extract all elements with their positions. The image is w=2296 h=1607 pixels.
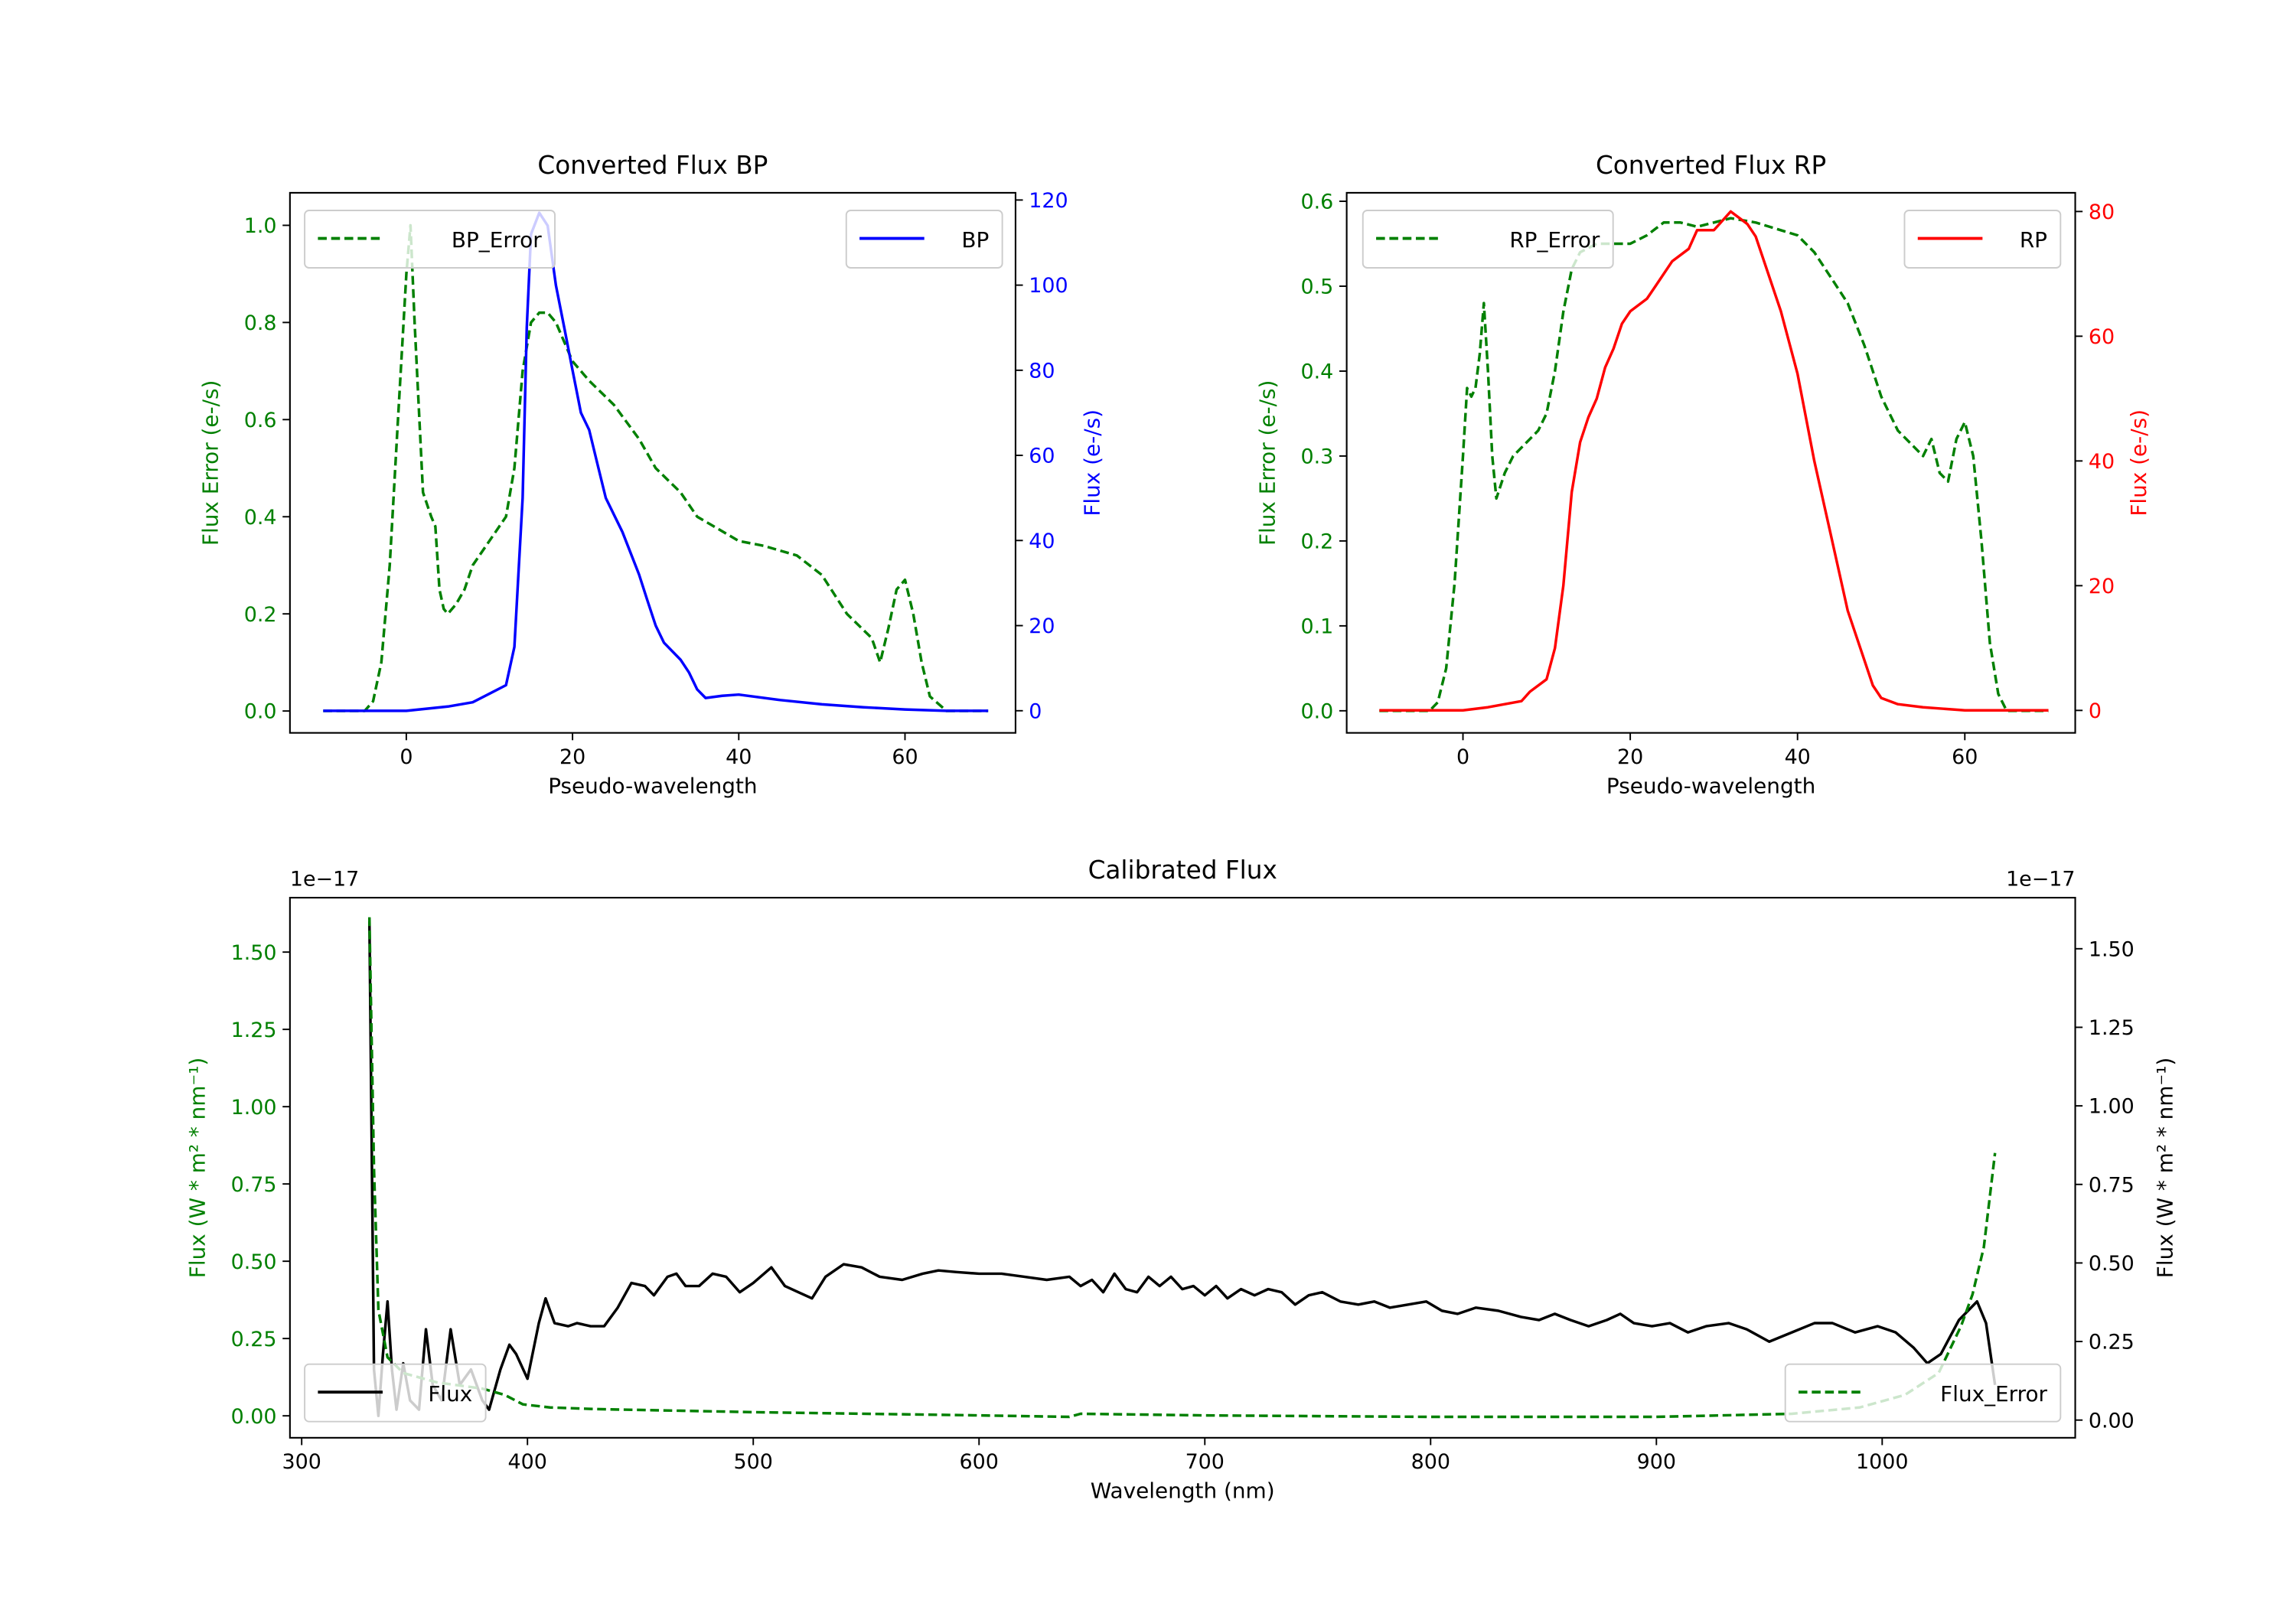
x-tick-label: 0 xyxy=(1456,745,1469,769)
x-tick-label: 40 xyxy=(726,745,752,769)
axes-frame xyxy=(1345,191,2076,734)
x-tick-label: 60 xyxy=(892,745,918,769)
y-right-tick-label: 0.25 xyxy=(2089,1331,2135,1354)
x-tick-label: 800 xyxy=(1411,1450,1450,1474)
y-right-tick-label: 40 xyxy=(1029,530,1055,553)
chart-title: Converted Flux RP xyxy=(1596,151,1826,180)
chart-3: 300 400 500 600 700 800 900 1000 0.00 0.25 0.50 0.7… xyxy=(184,856,2177,1504)
y-left-tick-label: 0.5 xyxy=(1301,275,1334,299)
legend-right[interactable]: Flux_Error xyxy=(1784,1363,2062,1423)
x-tick-label: 500 xyxy=(734,1450,773,1474)
y-right-tick-label: 20 xyxy=(1029,614,1055,638)
legend-label: RP_Error xyxy=(1509,227,1600,253)
y-right-tick-label: 60 xyxy=(2089,325,2115,349)
x-tick-label: 20 xyxy=(559,745,585,769)
chart-1: 0 20 40 60 0.0 0.2 0.4 0.6 0.8 1.0 0 20 40 60 80 100 120… xyxy=(198,151,1105,799)
x-axis-label: Pseudo-wavelength xyxy=(1606,774,1815,799)
y-left-tick-label: 0.3 xyxy=(1301,445,1334,469)
y-left-offset-text: 1e−17 xyxy=(290,868,359,892)
x-tick-label: 20 xyxy=(1617,745,1643,769)
y-left-tick-label: 1.00 xyxy=(231,1096,277,1120)
x-axis-label: Wavelength (nm) xyxy=(1091,1478,1275,1504)
y-right-tick-label: 0.75 xyxy=(2089,1173,2135,1197)
x-tick-label: 1000 xyxy=(1856,1450,1908,1474)
legend-left[interactable]: BP_Error xyxy=(304,210,556,269)
y-right-tick-label: 120 xyxy=(1029,189,1068,213)
y-right-tick-label: 1.50 xyxy=(2089,937,2135,961)
y-right-tick-label: 0 xyxy=(2089,699,2102,723)
x-tick-label: 0 xyxy=(400,745,413,769)
y-left-tick-label: 0.2 xyxy=(244,603,277,627)
y-right-tick-label: 0.00 xyxy=(2089,1409,2135,1433)
legend-label: Flux xyxy=(428,1381,472,1407)
y-right-tick-label: 80 xyxy=(1029,359,1055,383)
legend-label: BP_Error xyxy=(452,227,542,253)
legend-right[interactable]: BP xyxy=(845,210,1003,269)
y-left-tick-label: 0.4 xyxy=(1301,360,1334,384)
y-right-tick-label: 80 xyxy=(2089,200,2115,224)
y-left-tick-label: 0.6 xyxy=(1301,191,1334,214)
y-left-tick-label: 0.25 xyxy=(231,1328,277,1351)
legend-label: RP xyxy=(2020,227,2047,253)
y-left-tick-label: 0.00 xyxy=(231,1405,277,1429)
series-line-bp xyxy=(323,211,989,712)
legend-box xyxy=(304,210,556,269)
y-left-tick-label: 0.6 xyxy=(244,409,277,432)
chart-2: 0 20 40 60 0.0 0.1 0.2 0.3 0.4 0.5 0.6 0 20 40 60 80 Con… xyxy=(1254,151,2151,799)
legend-label: Flux_Error xyxy=(1940,1381,2047,1407)
axes-frame xyxy=(289,897,2076,1439)
y-left-tick-label: 0.0 xyxy=(244,700,277,724)
y-right-tick-label: 60 xyxy=(1029,445,1055,468)
legend-left[interactable]: Flux xyxy=(304,1363,487,1423)
y-right-axis-label: Flux (e-/s) xyxy=(2126,409,2151,517)
y-right-offset-text: 1e−17 xyxy=(2006,868,2075,892)
series-line-bp-error xyxy=(323,223,989,712)
y-left-tick-label: 0.1 xyxy=(1301,614,1334,638)
legend-box xyxy=(304,1363,487,1423)
legend-box xyxy=(1784,1363,2062,1423)
y-right-axis-label: Flux (W * m² * nm⁻¹) xyxy=(2152,1058,2177,1278)
x-axis-label: Pseudo-wavelength xyxy=(548,774,757,799)
y-left-tick-label: 0.8 xyxy=(244,311,277,335)
y-left-axis-label: Flux (W * m² * nm⁻¹) xyxy=(184,1058,210,1278)
y-left-tick-label: 1.50 xyxy=(231,941,277,965)
y-right-tick-label: 40 xyxy=(2089,450,2115,474)
y-right-tick-label: 0.50 xyxy=(2089,1252,2135,1276)
chart-title: Calibrated Flux xyxy=(1088,856,1277,885)
y-left-tick-label: 0.4 xyxy=(244,506,277,530)
series-line-flux-error xyxy=(367,917,1997,1419)
series-line-rp xyxy=(1379,210,2049,712)
y-left-tick-label: 0.2 xyxy=(1301,530,1334,554)
axes-frame xyxy=(289,191,1016,734)
x-tick-label: 700 xyxy=(1186,1450,1225,1474)
x-tick-label: 400 xyxy=(508,1450,547,1474)
y-right-tick-label: 1.25 xyxy=(2089,1016,2135,1040)
y-right-axis-label: Flux (e-/s) xyxy=(1080,409,1105,517)
y-left-tick-label: 0.50 xyxy=(231,1250,277,1274)
legend-box xyxy=(1362,210,1614,269)
y-left-tick-label: 0.75 xyxy=(231,1173,277,1197)
y-left-tick-label: 1.25 xyxy=(231,1019,277,1042)
series-line-flux xyxy=(367,921,1997,1417)
y-left-tick-label: 0.0 xyxy=(1301,699,1334,723)
series-line-rp-error xyxy=(1379,217,2049,712)
legend-left[interactable]: RP_Error xyxy=(1362,210,1614,269)
legend-right[interactable]: RP xyxy=(1903,210,2062,269)
x-tick-label: 40 xyxy=(1785,745,1811,769)
x-tick-label: 60 xyxy=(1952,745,1978,769)
y-left-axis-label: Flux Error (e-/s) xyxy=(1254,380,1280,546)
y-left-axis-label: Flux Error (e-/s) xyxy=(198,380,223,546)
y-right-tick-label: 0 xyxy=(1029,699,1042,723)
chart-title: Converted Flux BP xyxy=(537,151,768,180)
y-left-tick-label: 1.0 xyxy=(244,214,277,238)
y-right-tick-label: 20 xyxy=(2089,575,2115,598)
x-tick-label: 900 xyxy=(1637,1450,1676,1474)
legend-label: BP xyxy=(961,227,989,253)
x-tick-label: 300 xyxy=(282,1450,321,1474)
x-tick-label: 600 xyxy=(960,1450,999,1474)
y-right-tick-label: 100 xyxy=(1029,274,1068,298)
y-right-tick-label: 1.00 xyxy=(2089,1095,2135,1119)
